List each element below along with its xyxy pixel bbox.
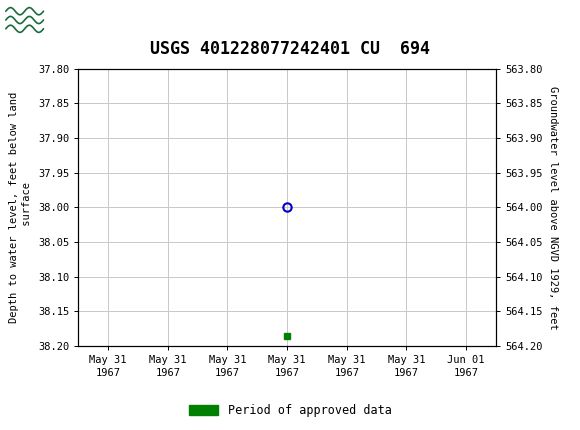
Y-axis label: Depth to water level, feet below land
 surface: Depth to water level, feet below land su… (9, 92, 32, 323)
Y-axis label: Groundwater level above NGVD 1929, feet: Groundwater level above NGVD 1929, feet (548, 86, 558, 329)
FancyBboxPatch shape (5, 3, 46, 37)
Text: USGS: USGS (55, 10, 119, 30)
Text: USGS 401228077242401 CU  694: USGS 401228077242401 CU 694 (150, 40, 430, 58)
Legend: Period of approved data: Period of approved data (184, 399, 396, 422)
